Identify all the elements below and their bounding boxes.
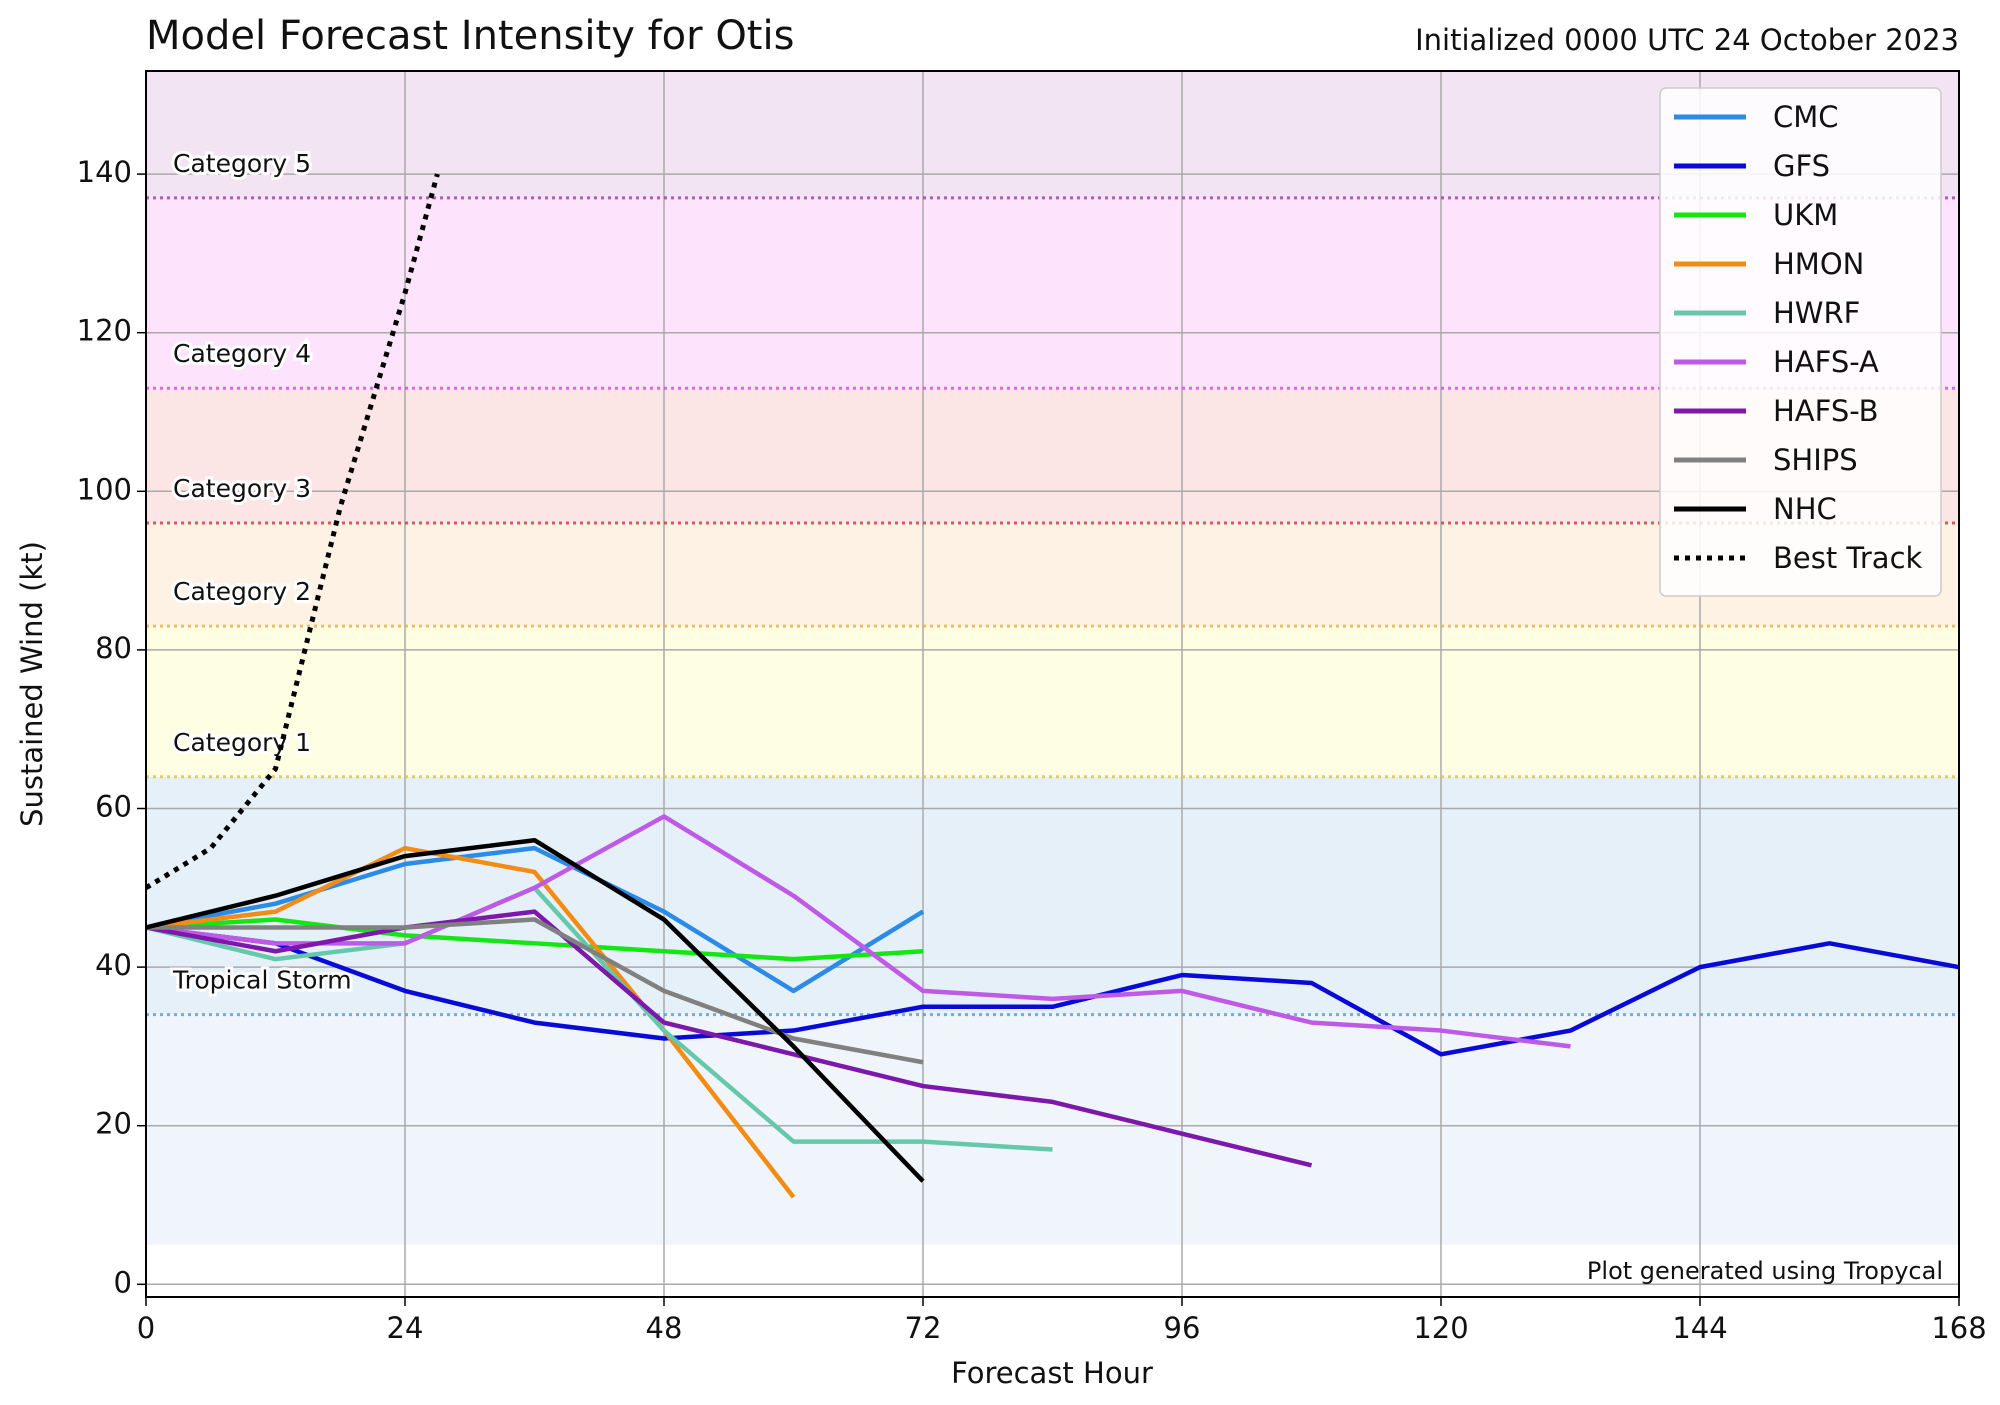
series-line (146, 845, 796, 1199)
series-line (146, 885, 1053, 1152)
legend-label: CMC (1773, 100, 1839, 134)
series-line (146, 917, 924, 962)
intensity-band (146, 1014, 1959, 1245)
chart-subtitle: Initialized 0000 UTC 24 October 2023 (1415, 23, 1959, 57)
x-axis-label: Forecast Hour (951, 1356, 1153, 1390)
y-tick-label: 120 (77, 314, 132, 348)
x-tick-label: 168 (1931, 1311, 1986, 1345)
legend-label: HMON (1773, 247, 1864, 281)
series-line (146, 845, 925, 994)
y-tick-label: 40 (95, 948, 132, 982)
legend-label: HWRF (1773, 296, 1860, 330)
y-tick-label: 100 (77, 472, 132, 506)
legend-label: Best Track (1773, 541, 1923, 575)
threshold-label: Category 1 (173, 728, 311, 757)
threshold-label: Tropical Storm (172, 966, 352, 995)
x-tick-label: 96 (1164, 1311, 1201, 1345)
plot-frame (145, 70, 1960, 1298)
series-line (146, 909, 1313, 1168)
x-tick-label: 120 (1413, 1311, 1468, 1345)
legend-label: SHIPS (1773, 443, 1858, 477)
legend-label: GFS (1773, 149, 1830, 183)
y-tick-label: 0 (114, 1265, 132, 1299)
series-line (146, 925, 1959, 1057)
legend-label: NHC (1773, 492, 1837, 526)
x-tick-label: 48 (646, 1311, 683, 1345)
credit: Plot generated using Tropycal (1587, 1257, 1943, 1285)
x-tick-label: 144 (1672, 1311, 1727, 1345)
threshold-label: Category 5 (173, 149, 311, 178)
legend-label: UKM (1773, 198, 1838, 232)
intensity-band (146, 197, 1959, 389)
intensity-band (146, 523, 1959, 627)
y-tick-label: 140 (77, 155, 132, 189)
intensity-band (146, 776, 1959, 1015)
intensity-band (146, 388, 1959, 524)
threshold-label: Category 4 (173, 339, 311, 368)
intensity-band (146, 626, 1959, 777)
legend-label: HAFS-A (1773, 345, 1879, 379)
x-tick-label: 72 (905, 1311, 942, 1345)
x-tick-label: 24 (387, 1311, 424, 1345)
threshold-label: Category 2 (173, 577, 311, 606)
chart-title: Model Forecast Intensity for Otis (146, 13, 794, 59)
y-tick-label: 60 (95, 790, 132, 824)
y-tick-label: 80 (95, 631, 132, 665)
series-line (146, 837, 925, 1183)
threshold-label: Category 3 (173, 474, 311, 503)
x-tick-label: 0 (137, 1311, 155, 1345)
series-line (146, 917, 924, 1065)
legend-label: HAFS-B (1773, 394, 1879, 428)
y-axis-label: Sustained Wind (kt) (15, 541, 49, 827)
series-line (146, 814, 1571, 1049)
y-tick-label: 20 (95, 1107, 132, 1141)
intensity-band (146, 71, 1959, 198)
